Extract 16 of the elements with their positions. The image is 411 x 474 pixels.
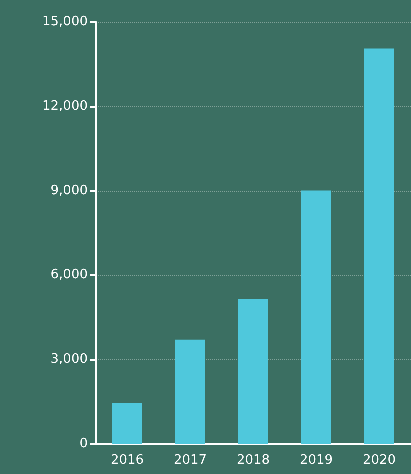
- bar: [176, 340, 206, 444]
- bar: [364, 48, 394, 444]
- bar: [112, 403, 142, 444]
- x-tick-label: 2018: [236, 453, 270, 468]
- y-tick-label: 3,000: [50, 352, 88, 368]
- x-tick-label: 2020: [362, 453, 396, 468]
- y-tick-label: 6,000: [50, 268, 88, 283]
- x-tick-label: 2017: [174, 453, 208, 468]
- bar: [302, 190, 332, 444]
- x-tick-label: 2019: [300, 453, 334, 468]
- bar: [238, 299, 268, 444]
- y-tick-label: 15,000: [42, 14, 88, 30]
- y-tick-label: 12,000: [42, 98, 88, 114]
- y-tick-label: 9,000: [50, 183, 88, 198]
- x-tick-label: 2016: [110, 453, 144, 468]
- y-tick-label: 0: [80, 436, 88, 452]
